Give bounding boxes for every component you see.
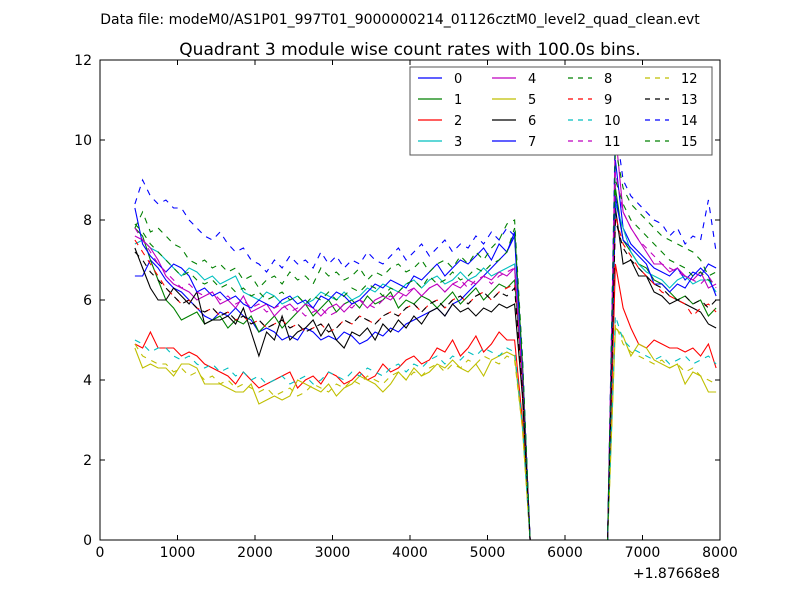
legend-label-13: 13 bbox=[681, 93, 698, 108]
legend-label-11: 11 bbox=[604, 135, 621, 150]
legend-box bbox=[409, 66, 713, 156]
series-line-12 bbox=[134, 323, 717, 541]
legend-label-2: 2 bbox=[454, 114, 462, 129]
legend-label-0: 0 bbox=[454, 72, 462, 87]
x-tick-label: 8000 bbox=[702, 545, 738, 561]
x-offset-label: +1.87668e8 bbox=[633, 566, 720, 582]
series-line-7 bbox=[134, 195, 717, 541]
series-layer bbox=[134, 123, 717, 541]
legend-label-8: 8 bbox=[604, 72, 612, 87]
legend-label-3: 3 bbox=[454, 135, 462, 150]
legend-label-4: 4 bbox=[528, 72, 536, 87]
x-tick-label: 2000 bbox=[237, 545, 273, 561]
legend-label-10: 10 bbox=[604, 114, 621, 129]
axis-layer: 0 1000 2000 3000 4000 5000 6000 7000 80000246810… bbox=[74, 53, 738, 561]
series-line-5 bbox=[134, 326, 717, 541]
series-line-11 bbox=[134, 171, 717, 541]
x-tick-label: 0 bbox=[96, 545, 105, 561]
y-tick-label: 6 bbox=[83, 293, 92, 309]
plot-frame bbox=[99, 59, 721, 541]
x-tick-label: 6000 bbox=[547, 545, 583, 561]
legend-label-6: 6 bbox=[528, 114, 536, 129]
legend-label-12: 12 bbox=[681, 72, 698, 87]
x-tick-label: 4000 bbox=[392, 545, 428, 561]
series-line-4 bbox=[134, 131, 717, 541]
y-tick-label: 2 bbox=[83, 453, 92, 469]
series-line-6 bbox=[134, 207, 717, 541]
y-tick-label: 12 bbox=[74, 53, 92, 69]
legend-label-5: 5 bbox=[528, 93, 536, 108]
series-line-8 bbox=[134, 179, 717, 541]
chart-title: Quadrant 3 module wise count rates with … bbox=[179, 40, 640, 60]
legend-label-9: 9 bbox=[604, 93, 612, 108]
y-tick-label: 8 bbox=[83, 213, 92, 229]
legend-label-7: 7 bbox=[528, 135, 536, 150]
x-tick-label: 7000 bbox=[625, 545, 661, 561]
y-tick-label: 0 bbox=[83, 533, 92, 549]
x-tick-label: 5000 bbox=[470, 545, 506, 561]
series-line-15 bbox=[134, 147, 717, 541]
x-tick-label: 1000 bbox=[160, 545, 196, 561]
series-line-2 bbox=[134, 263, 717, 541]
legend-label-14: 14 bbox=[681, 114, 698, 129]
x-tick-label: 3000 bbox=[315, 545, 351, 561]
y-tick-label: 10 bbox=[74, 133, 92, 149]
data-file-header: Data file: modeM0/AS1P01_997T01_90000002… bbox=[100, 12, 700, 28]
legend-label-15: 15 bbox=[681, 135, 698, 150]
series-line-1 bbox=[134, 187, 717, 541]
series-line-10 bbox=[134, 315, 717, 541]
legend-label-1: 1 bbox=[454, 93, 462, 108]
y-tick-label: 4 bbox=[83, 373, 92, 389]
series-line-13 bbox=[134, 219, 717, 541]
